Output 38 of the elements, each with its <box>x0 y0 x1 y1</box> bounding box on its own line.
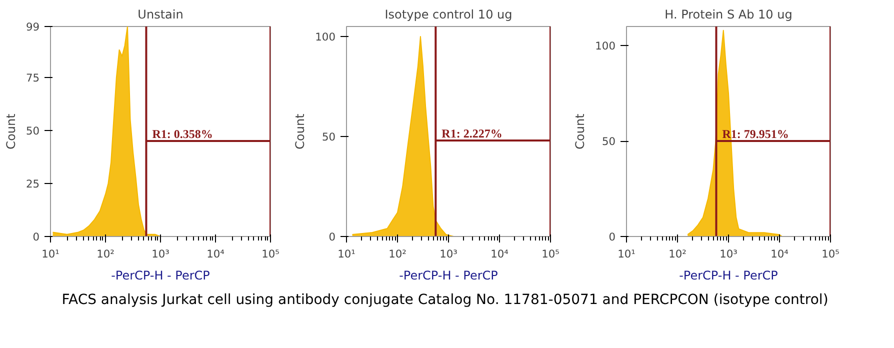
x-tick-label: 10⁴ <box>770 248 788 260</box>
y-axis-title: Count <box>573 113 588 150</box>
annotation: R1: 0.358% <box>152 127 213 142</box>
x-axis-title: -PerCP-H - PerCP <box>111 268 210 282</box>
y-tick-label: 100 <box>315 30 336 44</box>
y-tick-label: 0 <box>328 230 336 244</box>
y-tick-label: 100 <box>595 40 616 53</box>
y-tick-label: 0 <box>608 230 616 244</box>
chart-title: Unstain <box>138 8 184 22</box>
chart-title: H. Protein S Ab 10 ug <box>664 8 792 22</box>
x-tick-label: 10² <box>96 248 114 260</box>
x-tick-label: 10² <box>668 248 686 260</box>
x-tick-label: 10³ <box>720 248 738 260</box>
x-tick-label: 10¹ <box>618 248 636 260</box>
x-tick-label: 10¹ <box>338 248 356 260</box>
x-tick-label: 10⁵ <box>542 248 560 260</box>
y-tick-label: 25 <box>26 177 40 190</box>
text: FACS analysis Jurkat cell using antibody conjugate Catalog No. 11781-05071 and PERCPCON (isotype control) <box>62 291 828 310</box>
annotation: R1: 2.227% <box>442 126 502 140</box>
y-tick-label: 75 <box>26 71 40 84</box>
x-tick-label: 10⁵ <box>262 248 280 260</box>
y-tick-label: 99 <box>26 20 40 34</box>
y-tick-label: 0 <box>32 230 40 244</box>
x-tick-label: 10³ <box>152 248 170 260</box>
y-tick-label: 50 <box>602 135 616 148</box>
x-tick-label: 10² <box>388 248 406 260</box>
y-axis-title: Count <box>293 113 308 150</box>
x-tick-label: 10⁵ <box>822 248 840 260</box>
y-axis-title: Count <box>4 113 18 150</box>
x-axis-title: -PerCP-H - PerCP <box>399 268 498 282</box>
y-tick-label: 50 <box>26 124 40 138</box>
x-tick-label: 10⁴ <box>490 248 508 260</box>
chart-title: Isotype control 10 ug <box>384 8 512 22</box>
x-tick-label: 10¹ <box>42 248 60 260</box>
y-tick-label: 50 <box>322 130 336 144</box>
x-tick-label: 10⁴ <box>206 248 224 260</box>
x-axis-title: -PerCP-H - PerCP <box>679 268 778 282</box>
x-tick-label: 10³ <box>440 248 458 260</box>
